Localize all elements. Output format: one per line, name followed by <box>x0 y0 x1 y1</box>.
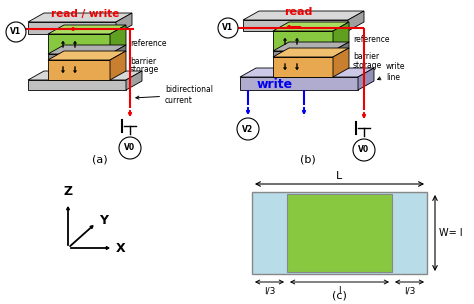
Circle shape <box>119 137 141 159</box>
Text: V0: V0 <box>125 143 136 153</box>
Polygon shape <box>273 51 333 57</box>
Polygon shape <box>28 71 142 80</box>
Polygon shape <box>110 51 126 80</box>
Polygon shape <box>110 45 126 60</box>
Text: reference: reference <box>353 35 390 44</box>
Bar <box>252 192 427 274</box>
Polygon shape <box>28 22 116 34</box>
Polygon shape <box>28 80 126 90</box>
Polygon shape <box>273 22 349 31</box>
Text: V1: V1 <box>222 23 234 33</box>
Bar <box>287 194 392 272</box>
Text: L: L <box>337 171 343 181</box>
Text: read: read <box>284 7 312 17</box>
Text: storage: storage <box>353 61 382 70</box>
Polygon shape <box>273 31 333 51</box>
Circle shape <box>237 118 259 140</box>
Polygon shape <box>48 45 126 54</box>
Text: W= l: W= l <box>439 228 463 238</box>
Polygon shape <box>110 25 126 54</box>
Polygon shape <box>243 20 348 31</box>
Text: (c): (c) <box>332 291 347 301</box>
Polygon shape <box>240 77 358 90</box>
Polygon shape <box>48 34 110 54</box>
Text: storage: storage <box>130 65 159 74</box>
Polygon shape <box>358 68 374 90</box>
Text: read / write: read / write <box>51 9 119 19</box>
Text: V2: V2 <box>242 125 254 133</box>
Text: bidirectional
current: bidirectional current <box>136 85 213 105</box>
Polygon shape <box>48 51 126 60</box>
Text: V0: V0 <box>358 146 370 154</box>
Circle shape <box>353 139 375 161</box>
Circle shape <box>218 18 238 38</box>
Polygon shape <box>348 11 364 31</box>
Polygon shape <box>333 42 349 57</box>
Text: barrier: barrier <box>353 52 379 61</box>
Polygon shape <box>333 48 349 77</box>
Text: l/3: l/3 <box>264 286 275 295</box>
Circle shape <box>6 22 26 42</box>
Polygon shape <box>116 13 132 34</box>
Text: Z: Z <box>64 185 73 198</box>
Polygon shape <box>48 25 126 34</box>
Text: reference: reference <box>130 39 166 48</box>
Polygon shape <box>48 54 110 60</box>
Polygon shape <box>243 11 364 20</box>
Text: write: write <box>257 78 293 92</box>
Text: l/3: l/3 <box>404 286 415 295</box>
Text: X: X <box>116 241 126 254</box>
Polygon shape <box>240 68 374 77</box>
Polygon shape <box>273 42 349 51</box>
Text: l: l <box>338 286 341 295</box>
Text: (a): (a) <box>92 155 108 165</box>
Text: (b): (b) <box>300 155 316 165</box>
Text: V1: V1 <box>10 27 21 36</box>
Polygon shape <box>126 71 142 90</box>
Text: Y: Y <box>99 213 108 226</box>
Polygon shape <box>273 57 333 77</box>
Polygon shape <box>48 60 110 80</box>
Polygon shape <box>333 22 349 51</box>
Text: barrier: barrier <box>130 57 156 66</box>
Text: write
line: write line <box>378 62 405 82</box>
Polygon shape <box>273 48 349 57</box>
Polygon shape <box>28 13 132 22</box>
